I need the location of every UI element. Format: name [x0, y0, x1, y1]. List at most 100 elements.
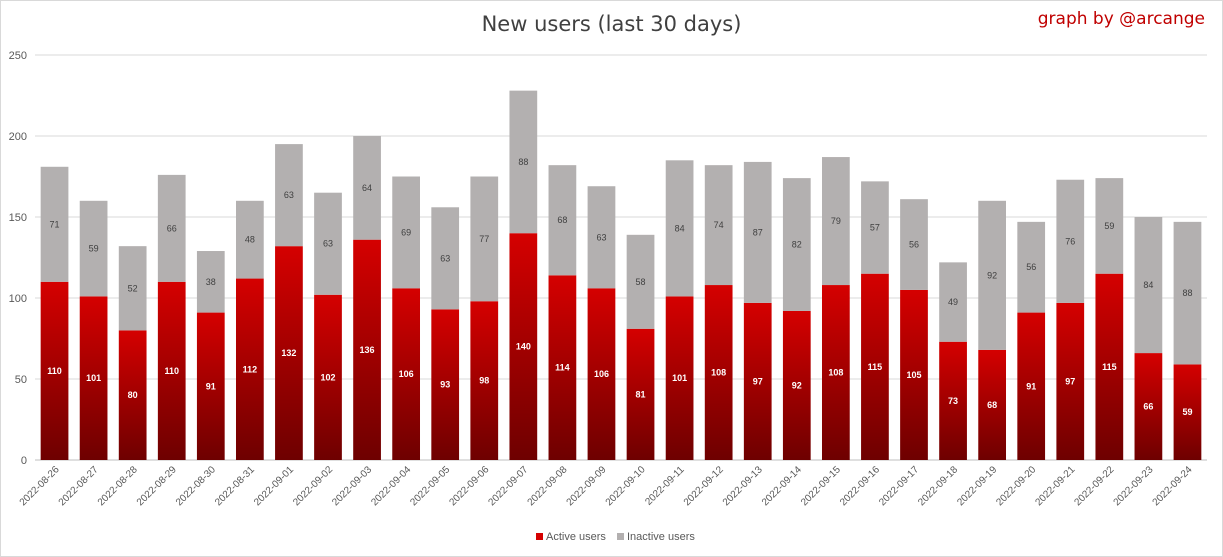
x-axis-ticks: 2022-08-262022-08-272022-08-282022-08-29…: [18, 464, 1195, 508]
bar-active: [626, 328, 655, 460]
bar-inactive: [157, 174, 186, 282]
data-label-inactive: 38: [206, 277, 216, 287]
x-tick-label: 2022-09-01: [252, 464, 296, 508]
x-tick-label: 2022-09-09: [565, 464, 609, 508]
bar-inactive: [275, 144, 303, 247]
data-label-inactive: 58: [636, 277, 646, 287]
y-tick-label: 0: [21, 455, 27, 467]
bar-inactive: [978, 200, 1007, 350]
data-label-active: 97: [1065, 376, 1075, 386]
x-tick-label: 2022-09-05: [408, 464, 452, 508]
x-tick-label: 2022-09-16: [838, 464, 882, 508]
data-label-active: 80: [128, 390, 138, 400]
data-label-inactive: 49: [948, 297, 958, 307]
x-tick-label: 2022-09-11: [643, 464, 687, 508]
y-tick-label: 50: [15, 374, 27, 386]
data-label-inactive: 63: [596, 232, 606, 242]
data-label-active: 81: [636, 389, 646, 399]
chart-credit: graph by @arcange: [1037, 9, 1205, 29]
bar-inactive: [196, 251, 225, 313]
bar-active: [392, 288, 421, 460]
bar-inactive: [900, 199, 928, 290]
data-label-inactive: 88: [1182, 288, 1192, 298]
x-tick-label: 2022-09-19: [955, 464, 999, 508]
bar-active: [1095, 273, 1124, 460]
bar-active: [470, 301, 499, 460]
bar-inactive: [353, 136, 381, 240]
bar-active: [40, 281, 69, 460]
bar-inactive: [470, 176, 499, 302]
data-label-active: 91: [1026, 381, 1036, 391]
data-label-active: 115: [1102, 362, 1117, 372]
x-tick-label: 2022-09-24: [1151, 464, 1195, 508]
x-tick-label: 2022-08-26: [18, 464, 62, 508]
data-label-active: 132: [281, 348, 296, 358]
y-axis-ticks: 0 50 100 150 200 250: [9, 50, 27, 467]
y-tick-label: 250: [9, 50, 27, 62]
bars: [40, 90, 1202, 460]
data-label-inactive: 84: [675, 223, 685, 233]
bar-active: [704, 285, 733, 460]
bar-active: [743, 302, 772, 460]
gridlines: [35, 54, 1207, 461]
bar-inactive: [235, 200, 264, 279]
bar-inactive: [392, 176, 421, 289]
bar-inactive: [587, 186, 616, 289]
bar-active: [665, 296, 694, 460]
bar-inactive: [665, 160, 694, 297]
bar-inactive: [548, 165, 577, 276]
data-label-inactive: 88: [518, 157, 528, 167]
bar-active: [939, 341, 967, 460]
bar-inactive: [1173, 221, 1202, 365]
bar-inactive: [1095, 178, 1124, 274]
x-tick-label: 2022-09-18: [916, 464, 960, 508]
x-tick-label: 2022-08-31: [213, 464, 257, 508]
bar-inactive: [40, 166, 69, 282]
data-label-inactive: 84: [1143, 280, 1153, 290]
bar-inactive: [626, 234, 655, 329]
y-tick-label: 100: [9, 293, 27, 305]
x-tick-label: 2022-09-06: [447, 464, 491, 508]
bar-active: [509, 233, 538, 460]
x-tick-label: 2022-09-07: [487, 464, 531, 508]
x-tick-label: 2022-09-02: [291, 464, 335, 508]
data-label-active: 114: [555, 363, 570, 373]
data-label-inactive: 52: [128, 283, 138, 293]
legend-swatch-inactive: [617, 533, 624, 540]
data-label-active: 136: [360, 345, 375, 355]
bar-active: [548, 275, 577, 460]
data-label-inactive: 56: [1026, 262, 1036, 272]
x-tick-label: 2022-09-13: [721, 464, 765, 508]
bar-inactive: [1056, 179, 1085, 303]
x-tick-label: 2022-09-14: [760, 464, 804, 508]
data-label-active: 106: [594, 369, 609, 379]
data-label-active: 59: [1182, 407, 1192, 417]
data-label-inactive: 92: [987, 270, 997, 280]
data-label-inactive: 59: [89, 244, 99, 254]
data-label-inactive: 79: [831, 216, 841, 226]
data-label-active: 105: [906, 370, 921, 380]
bar-active: [1173, 364, 1202, 460]
x-tick-label: 2022-09-21: [1033, 464, 1077, 508]
legend: Active users Inactive users: [536, 531, 695, 543]
bar-inactive: [509, 90, 538, 234]
data-label-inactive: 63: [323, 239, 333, 249]
bar-inactive: [1134, 217, 1163, 354]
x-tick-label: 2022-09-17: [877, 464, 921, 508]
data-label-active: 66: [1143, 402, 1153, 412]
data-label-inactive: 71: [50, 219, 60, 229]
data-label-inactive: 76: [1065, 236, 1075, 246]
bar-active: [861, 273, 889, 460]
data-label-inactive: 64: [362, 183, 372, 193]
data-label-inactive: 69: [401, 227, 411, 237]
bar-inactive: [118, 246, 147, 331]
data-labels: 110 71 101 59 80 52 110 66 91 38 112 48 132 63 102 63 13…: [47, 157, 1192, 417]
bar-inactive: [314, 192, 342, 295]
x-tick-label: 2022-09-03: [330, 464, 374, 508]
legend-label-inactive: Inactive users: [627, 531, 695, 543]
y-tick-label: 150: [9, 212, 27, 224]
bar-active: [157, 281, 186, 460]
data-label-inactive: 63: [440, 253, 450, 263]
data-label-active: 101: [672, 373, 687, 383]
